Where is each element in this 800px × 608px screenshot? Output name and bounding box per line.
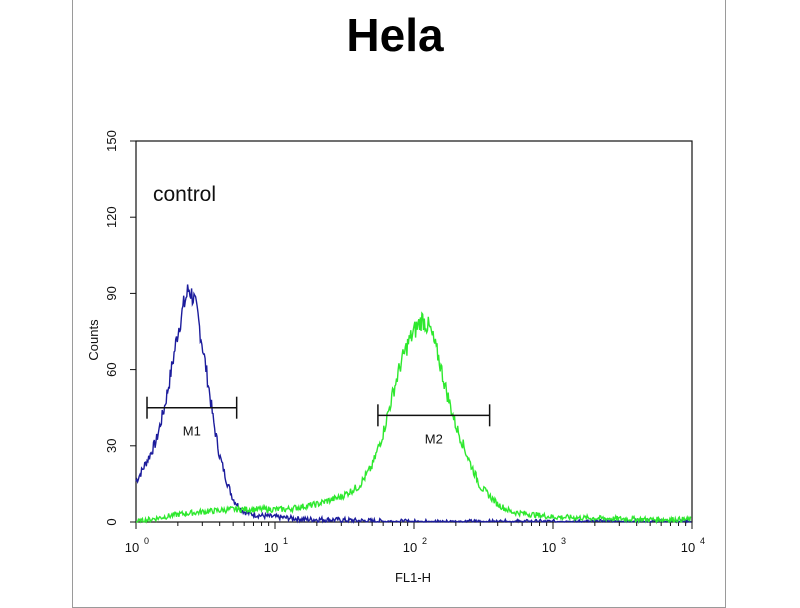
gate-label: M2 — [425, 431, 443, 446]
series-layer — [135, 284, 692, 525]
y-axis-title: Counts — [86, 319, 101, 361]
chart-title: Hela — [346, 9, 444, 61]
y-tick-label: 30 — [104, 439, 119, 453]
x-tick-label: 10 — [264, 540, 278, 555]
x-tick-exponent: 4 — [700, 536, 705, 546]
marker-layer: M1 M2 — [146, 396, 491, 446]
x-tick-exponent: 0 — [144, 536, 149, 546]
x-axis: 10 0 10 1 10 2 10 3 10 4 — [125, 522, 705, 555]
x-tick-label: 10 — [681, 540, 695, 555]
y-axis: 0 30 60 90 120 150 — [104, 130, 136, 526]
x-tick-exponent: 2 — [422, 536, 427, 546]
x-axis-title: FL1-H — [395, 570, 431, 585]
sample-histogram-line — [135, 311, 692, 525]
x-tick-label: 10 — [125, 540, 139, 555]
plot-area-border — [135, 140, 693, 523]
y-tick-label: 0 — [104, 518, 119, 525]
x-tick-exponent: 3 — [561, 536, 566, 546]
x-tick-label: 10 — [542, 540, 556, 555]
y-tick-label: 60 — [104, 362, 119, 376]
y-tick-label: 90 — [104, 286, 119, 300]
gate-label: M1 — [183, 424, 201, 439]
x-tick-label: 10 — [403, 540, 417, 555]
x-tick-exponent: 1 — [283, 536, 288, 546]
y-tick-label: 120 — [104, 206, 119, 228]
control-histogram-line — [135, 284, 692, 524]
control-annotation: control — [153, 183, 216, 206]
y-tick-label: 150 — [104, 130, 119, 152]
